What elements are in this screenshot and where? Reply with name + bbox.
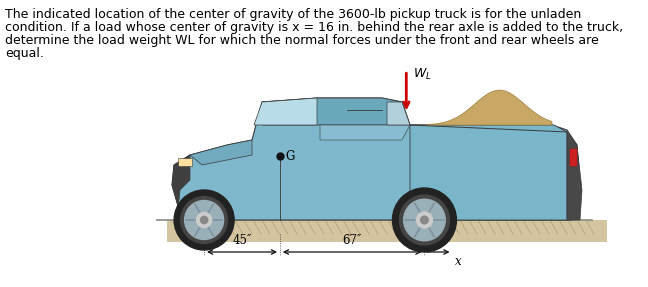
Circle shape bbox=[417, 212, 432, 228]
Polygon shape bbox=[567, 132, 582, 220]
Circle shape bbox=[404, 199, 445, 241]
Bar bbox=[569, 148, 577, 166]
Polygon shape bbox=[190, 140, 252, 165]
Circle shape bbox=[196, 212, 212, 228]
Circle shape bbox=[421, 216, 428, 224]
Circle shape bbox=[393, 188, 456, 252]
Polygon shape bbox=[320, 125, 410, 140]
Polygon shape bbox=[172, 98, 580, 220]
Text: equal.: equal. bbox=[5, 47, 44, 60]
Circle shape bbox=[399, 195, 450, 245]
Circle shape bbox=[185, 201, 224, 239]
Text: B: B bbox=[428, 226, 436, 239]
Text: $W_L$: $W_L$ bbox=[413, 67, 432, 82]
Circle shape bbox=[200, 216, 208, 224]
Text: x: x bbox=[456, 255, 462, 268]
Text: 45″: 45″ bbox=[233, 234, 251, 247]
Bar bbox=[167, 220, 607, 242]
Polygon shape bbox=[410, 125, 567, 220]
Polygon shape bbox=[262, 98, 410, 125]
Text: G: G bbox=[285, 150, 294, 163]
Polygon shape bbox=[254, 98, 317, 125]
Polygon shape bbox=[427, 90, 552, 125]
Polygon shape bbox=[172, 155, 190, 220]
Circle shape bbox=[181, 197, 227, 243]
Text: A: A bbox=[183, 226, 192, 239]
Polygon shape bbox=[387, 102, 410, 125]
Text: condition. If a load whose center of gravity is x = 16 in. behind the rear axle : condition. If a load whose center of gra… bbox=[5, 21, 623, 34]
Bar bbox=[178, 158, 192, 166]
Text: The indicated location of the center of gravity of the 3600-lb pickup truck is f: The indicated location of the center of … bbox=[5, 8, 581, 21]
Circle shape bbox=[174, 190, 234, 250]
Text: determine the load weight WL for which the normal forces under the front and rea: determine the load weight WL for which t… bbox=[5, 34, 599, 47]
Text: 67″: 67″ bbox=[343, 234, 362, 247]
